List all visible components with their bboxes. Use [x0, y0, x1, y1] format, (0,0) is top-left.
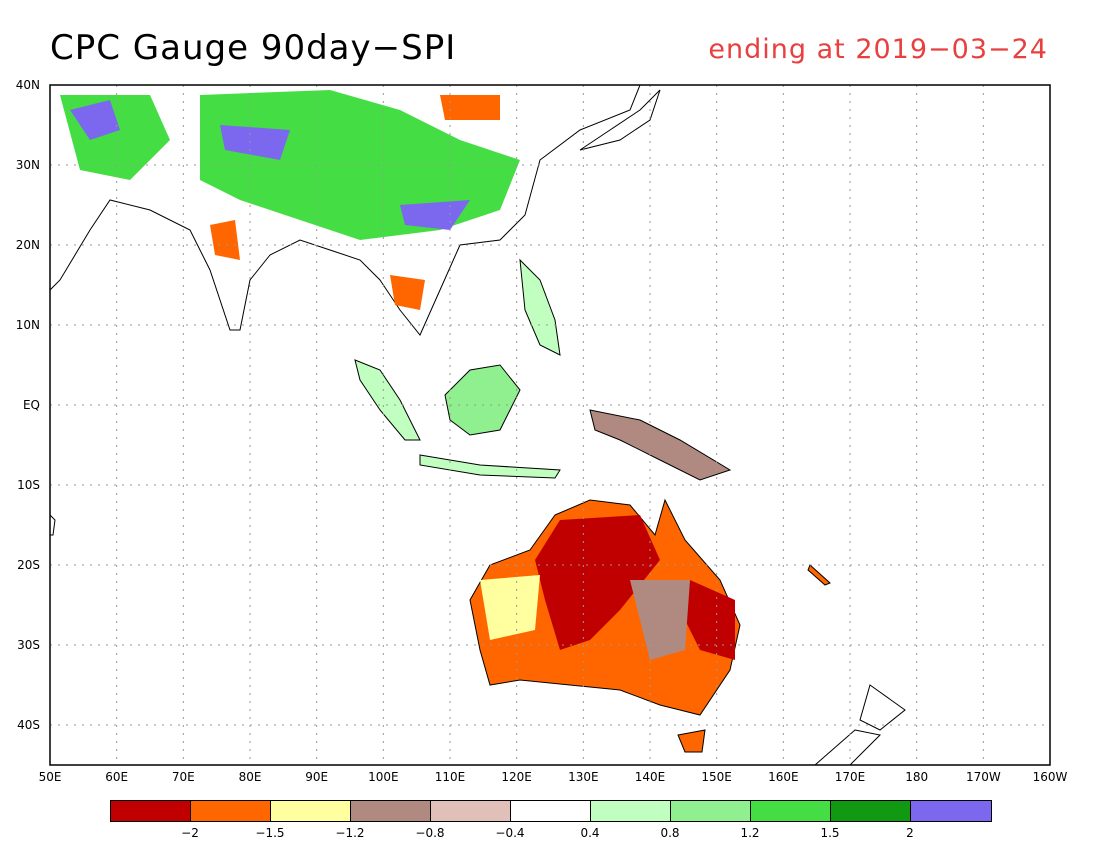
lon-label: 50E [38, 770, 62, 784]
lat-label: 30S [17, 638, 40, 652]
tasmania [677, 729, 706, 753]
australia-moderate-dry [630, 580, 690, 660]
lon-label: 150E [701, 770, 732, 784]
lon-label: 160E [768, 770, 799, 784]
lat-label: 20N [15, 238, 40, 252]
color-bar-tick-label: 1.5 [820, 826, 840, 840]
lat-label: 10S [17, 478, 40, 492]
lat-label: 40S [17, 718, 40, 732]
color-bar-swatch [671, 801, 751, 821]
philippines [519, 258, 561, 356]
borneo [444, 364, 521, 436]
madagascar-edge [50, 514, 56, 536]
color-bar-tick-label: −1.2 [335, 826, 365, 840]
color-bar-swatch [591, 801, 671, 821]
lon-label: 70E [171, 770, 195, 784]
color-bar-swatch [271, 801, 351, 821]
lon-label: 170E [834, 770, 866, 784]
lat-label: EQ [22, 398, 40, 412]
color-bar-swatch [191, 801, 271, 821]
australia-severe-dry-2 [685, 580, 735, 660]
lon-label: 120E [501, 770, 532, 784]
lat-label: 10N [15, 318, 40, 332]
color-bar-swatch [751, 801, 831, 821]
new-zealand-south [814, 729, 882, 765]
lat-label: 20S [17, 558, 40, 572]
lon-label: 170W [965, 770, 1001, 784]
china-very-wet-2 [400, 200, 470, 230]
lon-label: 180 [905, 770, 929, 784]
color-bar-swatch [911, 801, 991, 821]
color-bar-tick-label: −1.5 [255, 826, 285, 840]
chart-subtitle: ending at 2019−03−24 [708, 34, 1048, 65]
china-very-wet-1 [220, 125, 290, 160]
color-bar-tick-label: 0.8 [660, 826, 680, 840]
color-bar-tick-label: −0.4 [495, 826, 525, 840]
australia-near-dry [480, 575, 540, 640]
spi-map [49, 84, 1051, 766]
lon-label: 80E [238, 770, 262, 784]
lon-label: 140E [634, 770, 666, 784]
color-bar-swatch [351, 801, 431, 821]
lon-label: 110E [434, 770, 466, 784]
lon-label: 90E [305, 770, 329, 784]
lat-label: 30N [15, 158, 40, 172]
lon-label: 130E [568, 770, 599, 784]
color-bar-tick-label: 1.2 [740, 826, 760, 840]
new-caledonia [807, 564, 831, 586]
grid-lines [50, 85, 1050, 765]
korea-dry-spot [440, 95, 500, 120]
lon-label: 100E [368, 770, 399, 784]
color-bar [110, 800, 992, 822]
color-bar-tick-label: 2 [906, 826, 914, 840]
color-bar-tick-label: −2 [181, 826, 199, 840]
new-zealand-north [859, 684, 906, 731]
lat-label: 40N [15, 78, 40, 92]
color-bar-swatch [831, 801, 911, 821]
java [419, 454, 561, 479]
sumatra [354, 359, 421, 441]
lon-label: 60E [105, 770, 129, 784]
map-frame [49, 84, 1051, 766]
color-bar-swatch [111, 801, 191, 821]
new-guinea [589, 409, 732, 481]
indochina-dry-spot [390, 275, 425, 310]
color-bar-tick-label: −0.8 [415, 826, 445, 840]
lon-label: 160W [1032, 770, 1068, 784]
color-bar-swatch [511, 801, 591, 821]
india-dry-spot [210, 220, 240, 260]
color-bar-swatch [431, 801, 511, 821]
japan-island [579, 89, 661, 151]
australia-severe-dry-1 [535, 515, 660, 650]
color-bar-tick-label: 0.4 [580, 826, 600, 840]
asia-very-wet [70, 100, 120, 140]
chart-title: CPC Gauge 90day−SPI [50, 28, 457, 68]
